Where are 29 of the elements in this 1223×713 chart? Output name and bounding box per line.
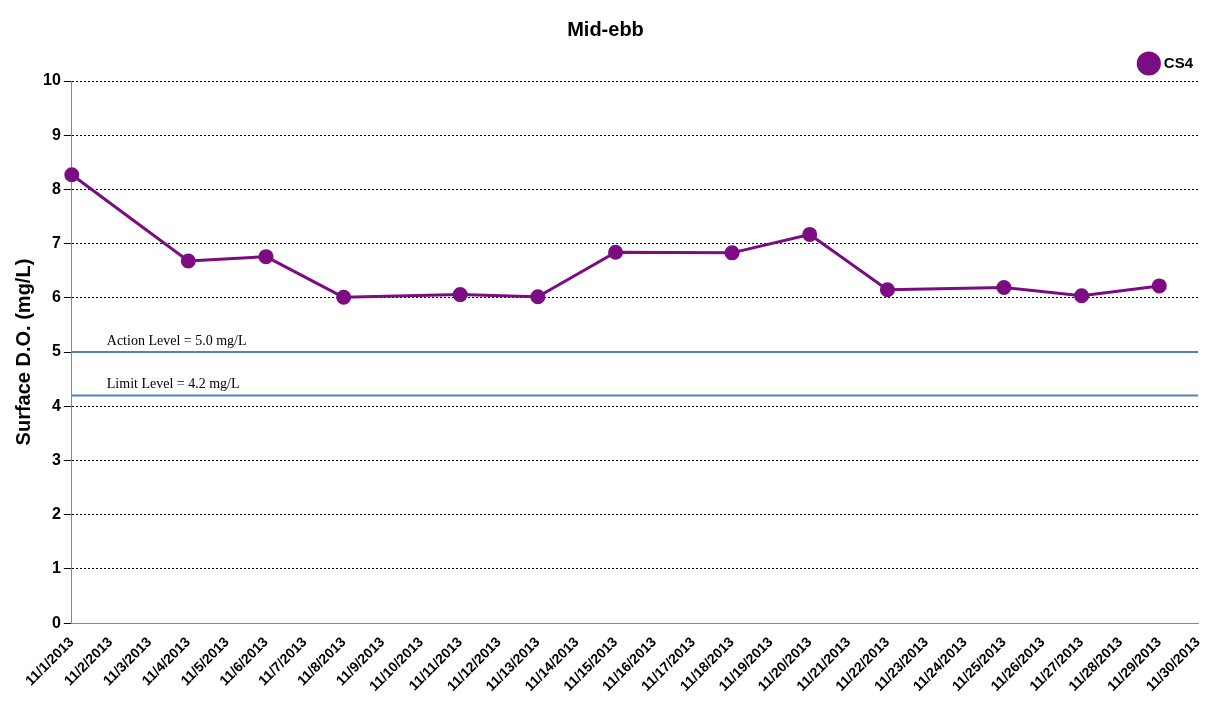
point — [724, 245, 740, 261]
y-tick-label: 7 — [51, 234, 61, 252]
point — [802, 226, 818, 242]
y-tick-label: 5 — [51, 342, 61, 360]
point — [608, 244, 624, 260]
point — [1151, 278, 1167, 294]
point — [452, 287, 468, 303]
chart-title: Mid-ebb — [567, 17, 644, 40]
y-tick-label: 1 — [51, 559, 61, 577]
point — [258, 249, 274, 265]
point — [64, 167, 80, 183]
point — [180, 253, 196, 269]
y-axis-title: Surface D.O. (mg/L) — [11, 258, 34, 446]
point — [530, 289, 546, 305]
y-tick-label: 4 — [51, 396, 61, 414]
legend-label: CS4 — [1163, 53, 1194, 71]
y-tick-label: 9 — [51, 125, 61, 143]
y-tick-label: 10 — [43, 71, 61, 89]
point — [1074, 288, 1090, 304]
y-tick-label: 6 — [51, 288, 61, 306]
point — [996, 280, 1012, 296]
y-tick-label: 0 — [51, 613, 61, 631]
point — [879, 282, 895, 298]
y-tick-label: 8 — [51, 179, 61, 197]
y-tick-label: 2 — [51, 505, 61, 523]
y-tick-label: 3 — [51, 450, 61, 468]
ref-line-label: Limit Level = 4.2 mg/L — [106, 376, 240, 392]
point — [336, 289, 352, 305]
ref-line-label: Action Level = 5.0 mg/L — [106, 332, 247, 348]
